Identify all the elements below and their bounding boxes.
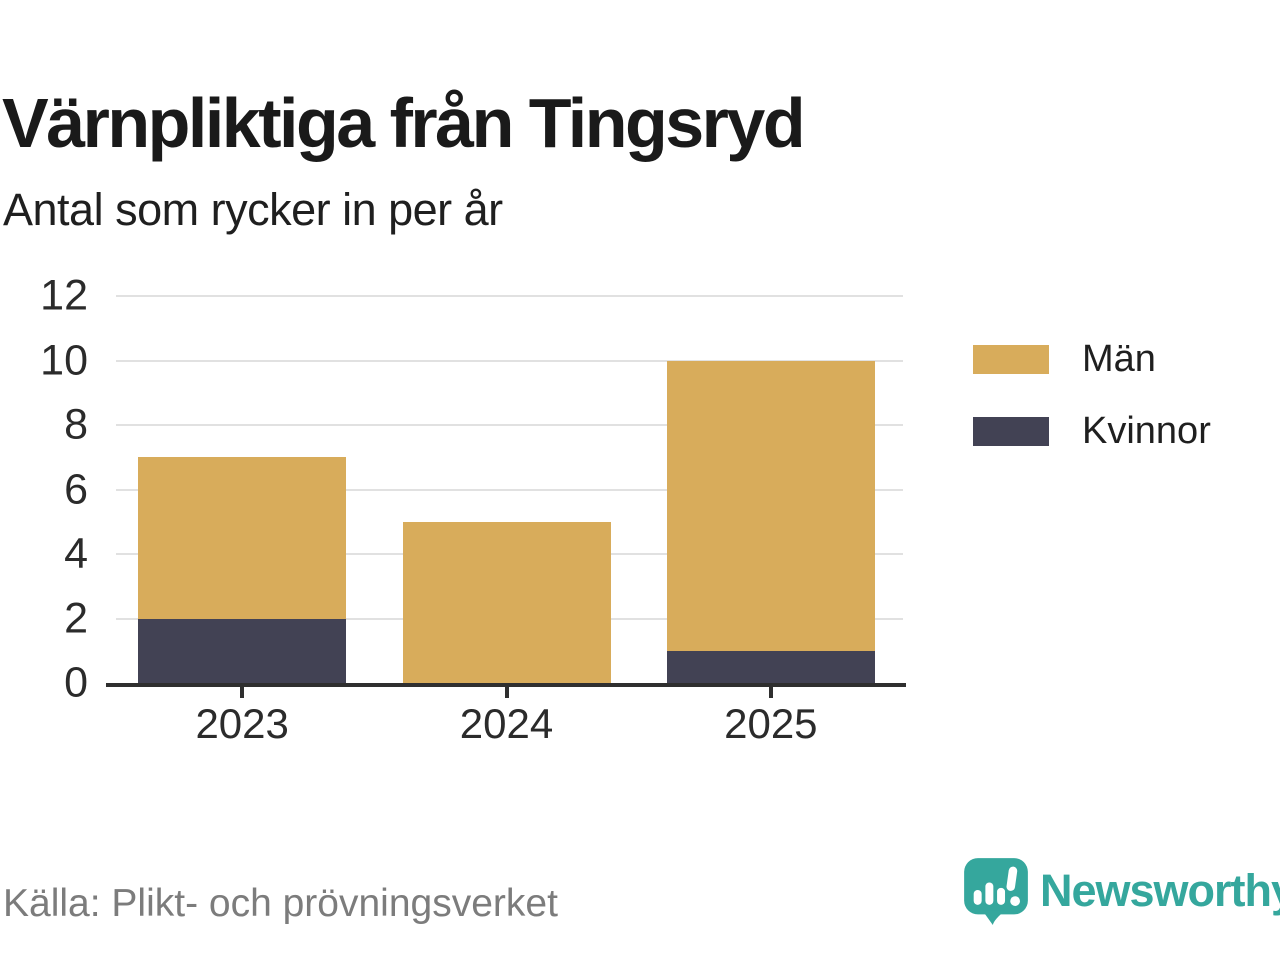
x-axis-tick-2025 bbox=[768, 687, 773, 698]
bar-segment-män-2025 bbox=[666, 360, 875, 651]
y-tick-label-6: 6 bbox=[64, 465, 88, 513]
legend-label-kvinnor: Kvinnor bbox=[1082, 410, 1211, 452]
x-tick-label-2025: 2025 bbox=[724, 700, 818, 747]
brand-wordmark: Newsworthy bbox=[1040, 865, 1280, 916]
y-tick-label-4: 4 bbox=[64, 529, 88, 578]
y-tick-label-12: 12 bbox=[40, 271, 88, 320]
y-tick-label-10: 10 bbox=[40, 336, 88, 384]
gridline-12 bbox=[116, 295, 903, 297]
x-tick-label-2024: 2024 bbox=[459, 700, 554, 747]
x-tick-label-2023: 2023 bbox=[195, 700, 289, 747]
y-tick-label-0: 0 bbox=[64, 658, 88, 707]
bar-segment-män-2023 bbox=[138, 457, 347, 619]
bar-segment-kvinnor-2023 bbox=[138, 618, 347, 683]
chart-subtitle: Antal som rycker in per år bbox=[3, 184, 503, 235]
source-note: Källa: Plikt- och prövningsverket bbox=[3, 882, 558, 925]
legend-swatch-män bbox=[973, 345, 1049, 374]
bar-segment-män-2024 bbox=[402, 521, 611, 683]
x-axis-line bbox=[106, 683, 906, 687]
newsworthy-icon bbox=[964, 858, 1028, 925]
bar-segment-kvinnor-2025 bbox=[666, 650, 875, 683]
x-axis-tick-2024 bbox=[504, 687, 509, 698]
gridline-10 bbox=[116, 359, 903, 362]
gridline-6 bbox=[116, 488, 903, 491]
legend-item-kvinnor: Kvinnor bbox=[973, 410, 1211, 453]
legend-swatch-kvinnor bbox=[973, 417, 1049, 446]
y-tick-label-2: 2 bbox=[64, 594, 88, 642]
brand-logo: Newsworthy bbox=[962, 857, 1280, 925]
y-tick-label-8: 8 bbox=[64, 400, 88, 449]
y-axis-labels: 0 2 4 6 8 10 12 bbox=[0, 274, 88, 704]
legend-item-män: Män bbox=[973, 338, 1211, 381]
plot-area bbox=[110, 295, 903, 683]
gridline-8 bbox=[116, 424, 903, 426]
legend-label-män: Män bbox=[1082, 338, 1156, 380]
x-axis-tick-2023 bbox=[240, 687, 245, 698]
legend: Män Kvinnor bbox=[973, 338, 1211, 482]
chart-title: Värnpliktiga från Tingsryd bbox=[2, 83, 806, 162]
